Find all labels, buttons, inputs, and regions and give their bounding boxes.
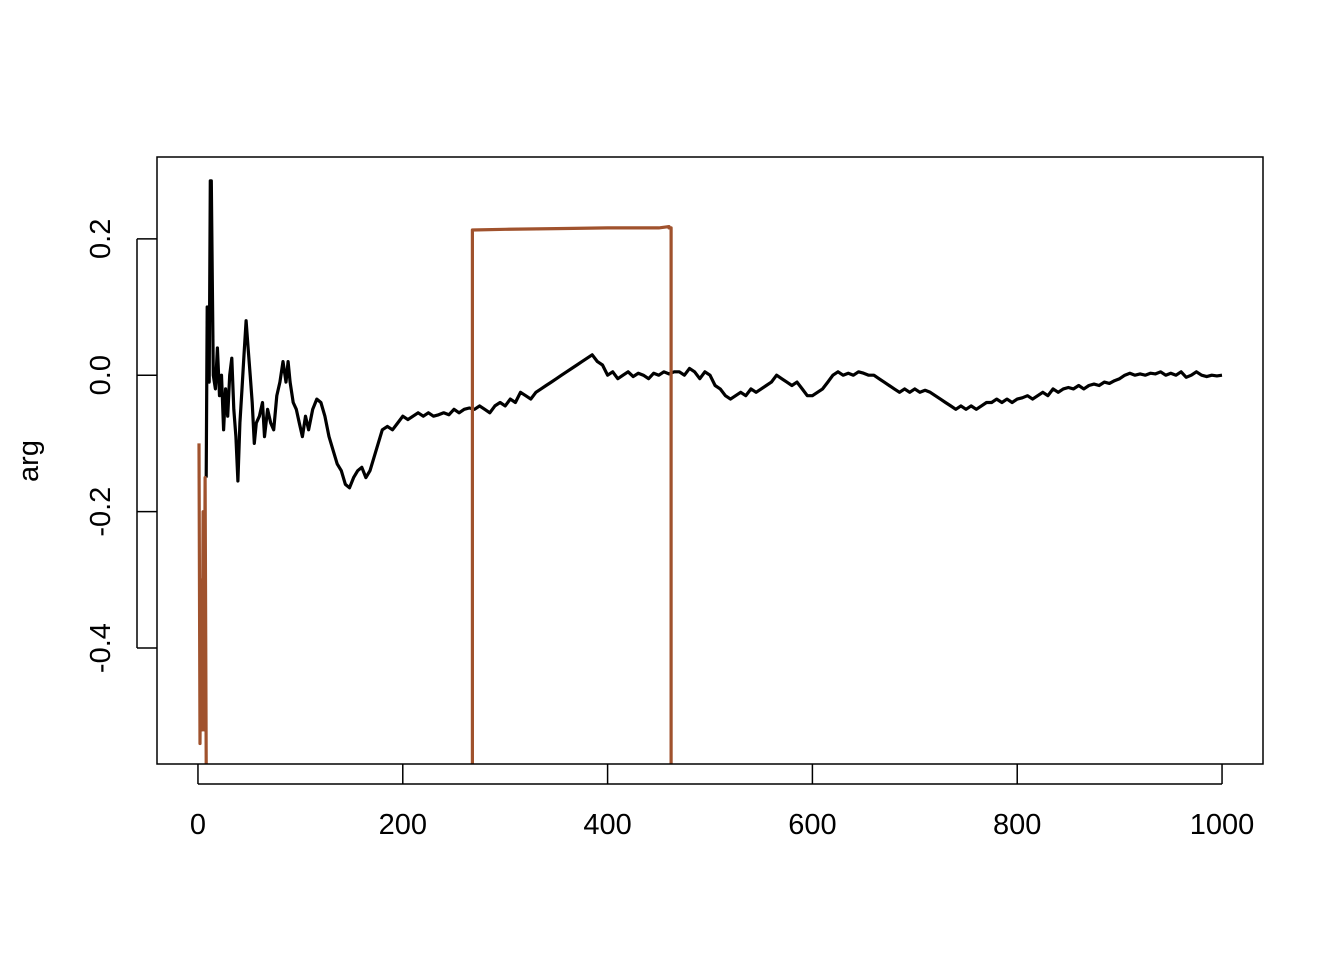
series-layer: [197, 179, 1223, 764]
plot-frame: [156, 156, 1264, 765]
series-line-1: [204, 179, 1223, 490]
x-tick-label: 200: [379, 809, 427, 841]
y-tick-label: -0.4: [85, 623, 117, 673]
x-axis: 0 200 400 600 800 1000: [190, 764, 1254, 841]
y-tick-label: 0.0: [85, 355, 117, 395]
y-tick-label: 0.2: [85, 219, 117, 259]
x-tick-label: 1000: [1190, 809, 1255, 841]
x-tick-label: 0: [190, 809, 206, 841]
x-tick-label: 600: [788, 809, 836, 841]
y-tick-label: -0.2: [85, 487, 117, 537]
series-line-3: [470, 225, 673, 764]
series-line-2: [197, 443, 208, 764]
y-axis-title: arg: [13, 440, 45, 482]
x-tick-label: 400: [583, 809, 631, 841]
x-tick-label: 800: [993, 809, 1041, 841]
y-axis: -0.4 -0.2 0.0 0.2: [85, 219, 157, 673]
